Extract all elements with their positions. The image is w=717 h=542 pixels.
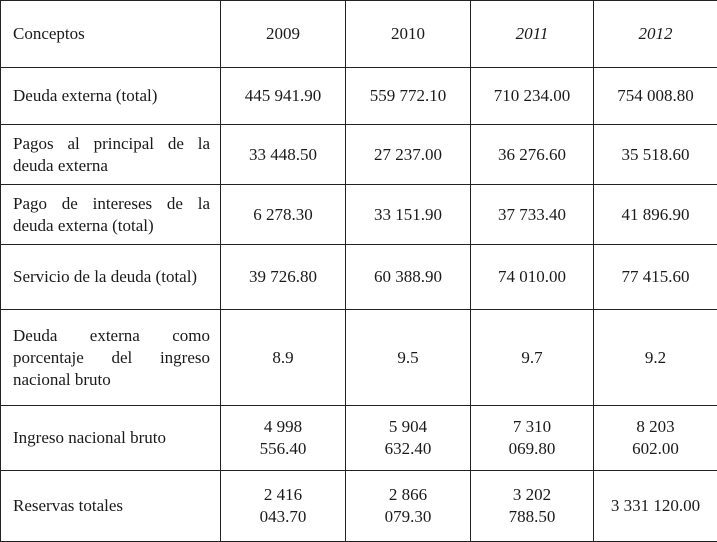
value-cell: 9.7 <box>471 310 594 406</box>
value-cell: 37 733.40 <box>471 185 594 245</box>
value-cell: 4 998 556.40 <box>221 406 346 471</box>
value-cell: 2 866 079.30 <box>346 471 471 542</box>
value-text: 8 203 602.00 <box>617 416 695 460</box>
data-row: Reservas totales 2 416 043.70 2 866 079.30… <box>1 471 717 542</box>
value-cell: 445 941.90 <box>221 68 346 125</box>
value-cell: 39 726.80 <box>221 245 346 310</box>
value-cell: 36 276.60 <box>471 125 594 185</box>
value-cell: 9.2 <box>594 310 717 406</box>
concept-cell: Pago de intereses de la deuda externa (t… <box>1 185 221 245</box>
value-cell: 8.9 <box>221 310 346 406</box>
value-text: 3 202 788.50 <box>493 484 571 528</box>
concept-cell: Servicio de la deuda (total) <box>1 245 221 310</box>
value-cell: 3 331 120.00 <box>594 471 717 542</box>
value-cell: 5 904 632.40 <box>346 406 471 471</box>
header-cell: Conceptos <box>1 1 221 68</box>
year-header: 2010 <box>346 1 471 68</box>
value-cell: 77 415.60 <box>594 245 717 310</box>
concept-cell: Reservas totales <box>1 471 221 542</box>
concept-cell: Ingreso nacional bruto <box>1 406 221 471</box>
value-cell: 2 416 043.70 <box>221 471 346 542</box>
concept-cell: Deuda externa (total) <box>1 68 221 125</box>
value-cell: 74 010.00 <box>471 245 594 310</box>
value-cell: 8 203 602.00 <box>594 406 717 471</box>
year-header: 2009 <box>221 1 346 68</box>
data-row: Deuda externa como porcentaje del ingres… <box>1 310 717 406</box>
value-text: 2 416 043.70 <box>244 484 322 528</box>
value-cell: 35 518.60 <box>594 125 717 185</box>
value-text: 2 866 079.30 <box>369 484 447 528</box>
value-cell: 710 234.00 <box>471 68 594 125</box>
data-row: Pago de intereses de la deuda externa (t… <box>1 185 717 245</box>
value-cell: 6 278.30 <box>221 185 346 245</box>
value-cell: 33 448.50 <box>221 125 346 185</box>
value-cell: 7 310 069.80 <box>471 406 594 471</box>
concept-cell: Deuda externa como porcentaje del ingres… <box>1 310 221 406</box>
value-text: 4 998 556.40 <box>244 416 322 460</box>
value-cell: 9.5 <box>346 310 471 406</box>
value-cell: 754 008.80 <box>594 68 717 125</box>
value-text: 7 310 069.80 <box>493 416 571 460</box>
value-cell: 60 388.90 <box>346 245 471 310</box>
value-cell: 33 151.90 <box>346 185 471 245</box>
value-cell: 559 772.10 <box>346 68 471 125</box>
data-row: Ingreso nacional bruto 4 998 556.40 5 904 … <box>1 406 717 471</box>
value-text: 5 904 632.40 <box>369 416 447 460</box>
value-cell: 27 237.00 <box>346 125 471 185</box>
value-cell: 3 202 788.50 <box>471 471 594 542</box>
concept-cell: Pagos al principal de la deuda externa <box>1 125 221 185</box>
year-header: 2012 <box>594 1 717 68</box>
year-header: 2011 <box>471 1 594 68</box>
value-cell: 41 896.90 <box>594 185 717 245</box>
